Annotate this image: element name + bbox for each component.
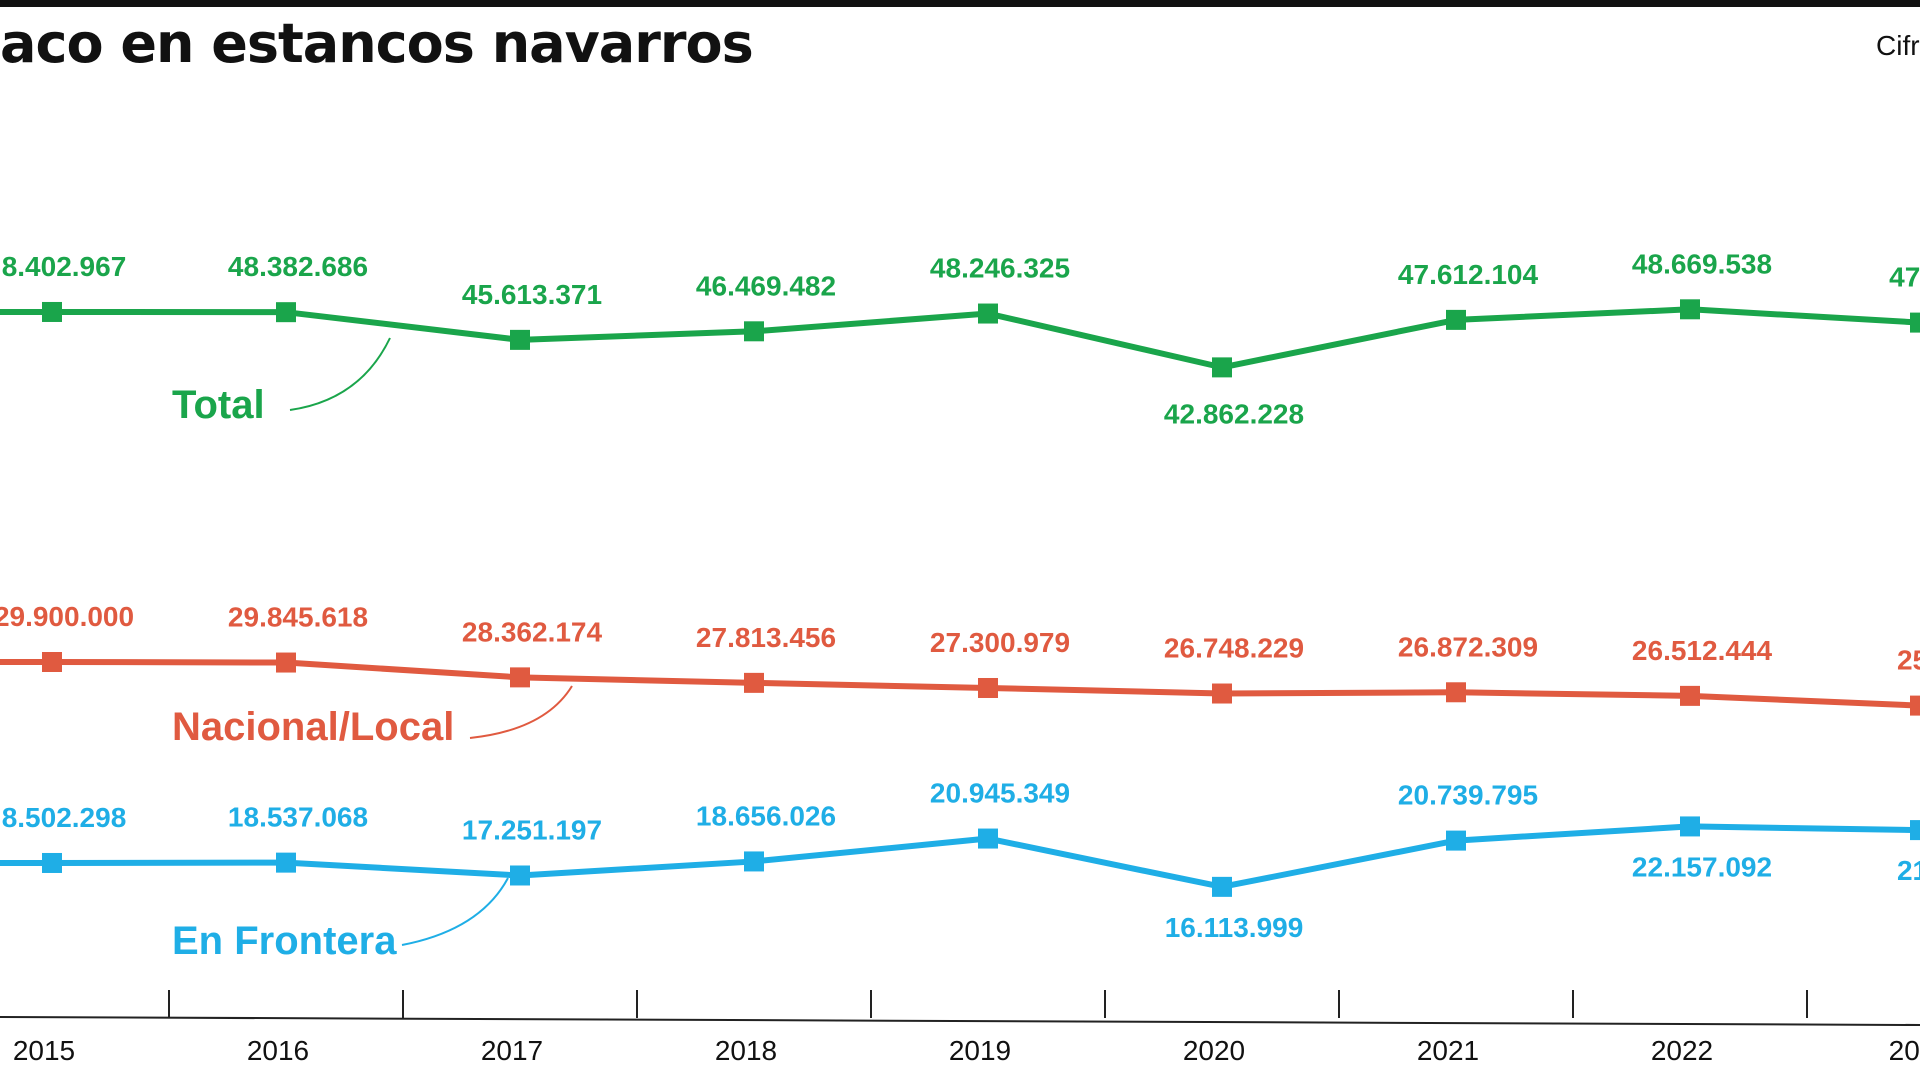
- data-label-total: 8.402.967: [2, 251, 127, 282]
- data-label-total: 47.340: [1889, 262, 1920, 293]
- data-point-total: [510, 329, 530, 350]
- data-point-nacional-local: [276, 652, 296, 673]
- data-point-total: [978, 303, 998, 324]
- data-label-nacional-local: 27.813.456: [696, 622, 836, 653]
- series-name-total: Total: [172, 383, 265, 427]
- data-point-total: [1446, 309, 1466, 330]
- data-label-nacional-local: 26.512.444: [1632, 635, 1773, 666]
- data-point-en-frontera: [510, 865, 530, 886]
- x-tick-label-202: 202: [1889, 1035, 1920, 1066]
- x-tick-label-2015: 2015: [13, 1035, 75, 1066]
- series-name-en-frontera: En Frontera: [172, 919, 397, 963]
- series-leader-nacional-local: [469, 685, 573, 739]
- data-point-total: [1910, 312, 1920, 333]
- x-tick-label-2019: 2019: [949, 1035, 1011, 1066]
- data-label-total: 45.613.371: [462, 279, 602, 310]
- data-label-nacional-local: 26.748.229: [1164, 633, 1304, 664]
- data-point-nacional-local: [1212, 683, 1232, 704]
- data-label-en-frontera: 20.739.795: [1398, 780, 1538, 811]
- series-line-nacional-local: [0, 659, 1920, 709]
- data-label-en-frontera: 17.251.197: [462, 814, 602, 845]
- data-point-en-frontera: [1446, 830, 1466, 851]
- data-label-en-frontera: 21.79: [1897, 855, 1920, 886]
- series-leader-total: [289, 337, 391, 411]
- series-line-total: [0, 306, 1920, 371]
- data-point-en-frontera: [276, 852, 296, 873]
- data-label-en-frontera: 8.502.298: [2, 802, 127, 833]
- data-point-total: [1212, 357, 1232, 378]
- data-label-nacional-local: 25.54: [1897, 645, 1920, 676]
- data-label-nacional-local: 29.900.000: [0, 601, 134, 632]
- data-point-nacional-local: [510, 667, 530, 688]
- data-point-en-frontera: [1212, 876, 1232, 897]
- data-label-en-frontera: 16.113.999: [1165, 912, 1304, 943]
- x-tick-label-2016: 2016: [247, 1035, 309, 1066]
- data-label-total: 47.612.104: [1398, 259, 1539, 290]
- data-point-total: [42, 301, 62, 322]
- data-point-en-frontera: [1680, 816, 1700, 837]
- data-point-en-frontera: [42, 852, 62, 873]
- data-point-en-frontera: [978, 828, 998, 849]
- data-point-nacional-local: [1680, 685, 1700, 706]
- x-tick-label-2018: 2018: [715, 1035, 777, 1066]
- data-point-total: [1680, 299, 1700, 320]
- series-line-en-frontera: [0, 823, 1920, 890]
- data-label-nacional-local: 26.872.309: [1398, 631, 1538, 662]
- data-label-total: 48.246.325: [930, 253, 1070, 284]
- series-leader-en-frontera: [401, 877, 509, 946]
- data-label-en-frontera: 20.945.349: [930, 778, 1070, 809]
- data-label-en-frontera: 18.537.068: [228, 802, 368, 833]
- series-name-nacional-local: Nacional/Local: [172, 705, 454, 749]
- x-tick-label-2022: 2022: [1651, 1035, 1713, 1066]
- data-label-nacional-local: 27.300.979: [930, 627, 1070, 658]
- x-axis-line: [0, 1016, 1920, 1026]
- data-label-nacional-local: 28.362.174: [462, 616, 603, 647]
- data-point-en-frontera: [744, 851, 764, 872]
- data-label-total: 48.382.686: [228, 251, 368, 282]
- x-tick-label-2017: 2017: [481, 1035, 543, 1066]
- data-point-nacional-local: [744, 672, 764, 693]
- chart-title: aco en estancos navarros: [0, 12, 754, 75]
- data-point-nacional-local: [1446, 682, 1466, 703]
- data-point-total: [744, 321, 764, 342]
- top-rule: [0, 0, 1920, 7]
- data-label-total: 42.862.228: [1164, 398, 1304, 429]
- x-tick-label-2021: 2021: [1417, 1035, 1479, 1066]
- data-label-en-frontera: 22.157.092: [1632, 851, 1772, 882]
- x-tick-label-2020: 2020: [1183, 1035, 1245, 1066]
- data-label-total: 46.469.482: [696, 270, 836, 301]
- data-point-en-frontera: [1910, 820, 1920, 841]
- data-label-nacional-local: 29.845.618: [228, 602, 368, 633]
- data-point-nacional-local: [42, 652, 62, 672]
- data-label-total: 48.669.538: [1632, 248, 1772, 279]
- data-point-nacional-local: [1910, 695, 1920, 716]
- source-note: Cifr: [1876, 30, 1920, 61]
- data-label-en-frontera: 18.656.026: [696, 800, 836, 831]
- data-point-nacional-local: [978, 677, 998, 698]
- data-point-total: [276, 302, 296, 323]
